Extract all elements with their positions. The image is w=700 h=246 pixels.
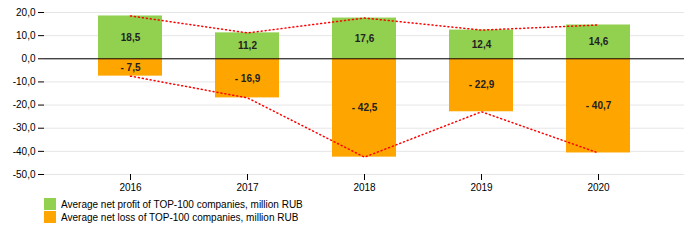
svg-text:20,0: 20,0	[16, 7, 36, 18]
svg-text:-40,0: -40,0	[13, 146, 36, 157]
svg-text:12,4: 12,4	[472, 39, 492, 50]
svg-text:-50,0: -50,0	[13, 169, 36, 180]
svg-text:2020: 2020	[587, 182, 610, 193]
html-text:Average net profit of TOP-100: Average net profit of TOP-100 companies,…	[61, 198, 303, 210]
svg-text:-20,0: -20,0	[13, 99, 36, 110]
svg-text:11,2: 11,2	[238, 40, 257, 51]
svg-text:17,6: 17,6	[355, 33, 375, 44]
svg-text:- 22,9: - 22,9	[469, 79, 495, 90]
svg-text:-30,0: -30,0	[13, 122, 36, 133]
svg-text:-10,0: -10,0	[13, 76, 36, 87]
svg-text:18,5: 18,5	[121, 32, 141, 43]
svg-text:2018: 2018	[353, 182, 376, 193]
svg-text:- 40,7: - 40,7	[586, 100, 612, 111]
svg-text:2017: 2017	[236, 182, 259, 193]
html-text:Average net loss of TOP-100 co: Average net loss of TOP-100 companies, m…	[61, 211, 299, 223]
svg-text:14,6: 14,6	[589, 36, 609, 47]
svg-text:2019: 2019	[470, 182, 493, 193]
svg-text:- 42,5: - 42,5	[352, 102, 378, 113]
svg-text:10,0: 10,0	[16, 30, 36, 41]
svg-text:0,0: 0,0	[22, 53, 36, 64]
svg-text:- 16,9: - 16,9	[235, 73, 261, 84]
svg-text:- 7,5: - 7,5	[120, 62, 140, 73]
svg-text:2016: 2016	[119, 182, 142, 193]
